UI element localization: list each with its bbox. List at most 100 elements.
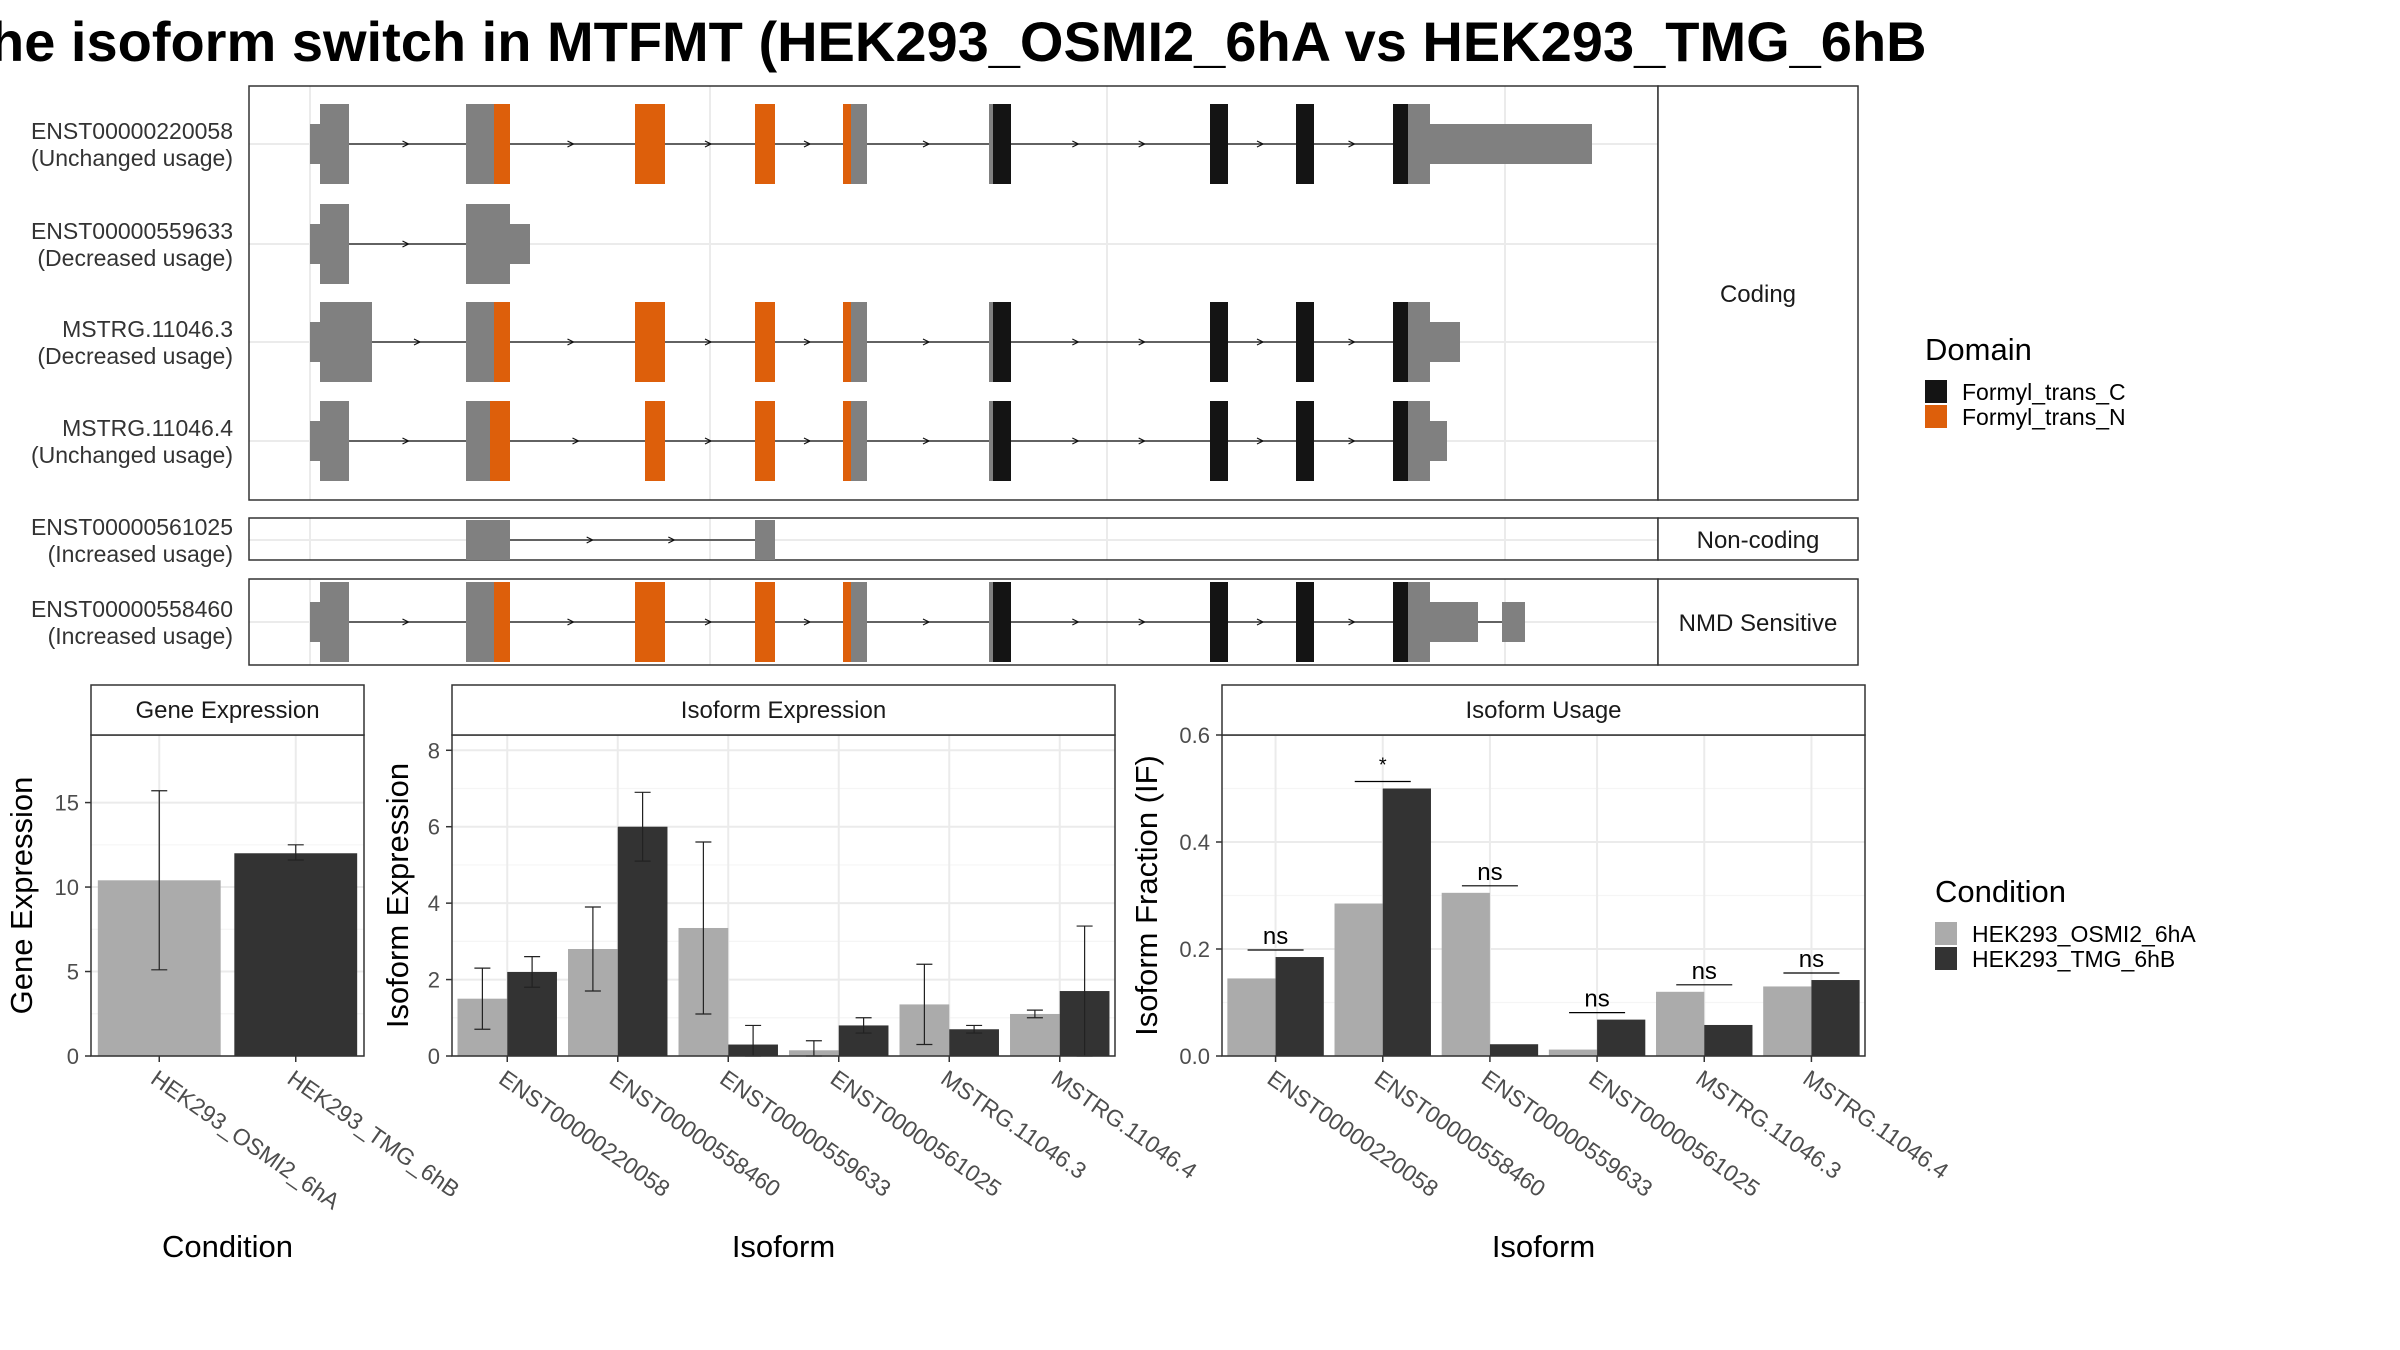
- exon-block: [466, 302, 494, 382]
- exon-block: [466, 204, 510, 284]
- isoform-usage-label: (Increased usage): [48, 623, 233, 649]
- strand-arrow: [1256, 338, 1265, 346]
- strand-arrow: [567, 338, 575, 346]
- exon-block: [310, 421, 320, 461]
- y-tick-label: 5: [67, 960, 79, 985]
- strip-box: [1221, 684, 1866, 736]
- strand-arrow: [803, 338, 812, 346]
- exon-block: [1408, 582, 1430, 662]
- strand-arrow: [1138, 140, 1147, 148]
- panel-strip-label: Isoform Usage: [1465, 697, 1621, 724]
- bar: [1656, 991, 1705, 1056]
- strand-arrow: [1138, 437, 1147, 445]
- panel-strip-label: Non-coding: [1697, 527, 1820, 554]
- exon-block: [466, 520, 510, 560]
- strand-arrow: [1348, 338, 1356, 346]
- exon-block: [989, 302, 993, 382]
- strand-arrow: [567, 618, 575, 626]
- isoform-id-label: MSTRG.11046.3: [62, 316, 233, 342]
- strand-arrow: [1348, 437, 1356, 445]
- y-tick-label: 15: [55, 791, 79, 816]
- exon-block: [851, 302, 867, 382]
- exon-block: [755, 302, 775, 382]
- y-tick-label: 10: [55, 875, 79, 900]
- exon-block: [1408, 302, 1430, 382]
- legend-title: Domain: [1925, 332, 2032, 367]
- strand-arrow: [572, 437, 580, 445]
- exon-block: [320, 204, 349, 284]
- strand-arrow: [922, 140, 931, 148]
- y-tick-label: 8: [428, 738, 440, 763]
- bar: [1010, 1013, 1060, 1056]
- strand-arrow: [567, 140, 575, 148]
- bar: [1382, 788, 1431, 1056]
- exon-block: [1430, 421, 1447, 461]
- exon-block: [1393, 401, 1408, 481]
- strand-arrow: [922, 338, 931, 346]
- strand-arrow: [803, 140, 812, 148]
- bar: [1275, 957, 1324, 1056]
- exon-block: [1210, 582, 1228, 662]
- exon-block: [993, 104, 1011, 184]
- exon-block: [1430, 322, 1460, 362]
- significance-label: ns: [1799, 946, 1824, 973]
- page-title: he isoform switch in MTFMT (HEK293_OSMI2…: [0, 10, 1927, 73]
- bar: [1704, 1024, 1753, 1056]
- strand-arrow: [803, 437, 812, 445]
- bar: [1811, 980, 1860, 1056]
- isoform-usage-label: (Unchanged usage): [31, 442, 233, 468]
- isoform-id-label: ENST00000561025: [31, 514, 233, 540]
- bar: [1489, 1044, 1539, 1056]
- strand-arrow: [668, 536, 676, 544]
- x-axis-title: Condition: [162, 1229, 293, 1264]
- exon-block: [989, 401, 993, 481]
- strand-arrow: [1138, 338, 1147, 346]
- exon-block: [993, 582, 1011, 662]
- bar: [1597, 1019, 1646, 1056]
- exon-block: [466, 582, 494, 662]
- isoform-id-label: ENST00000559633: [31, 218, 233, 244]
- exon-block: [635, 104, 665, 184]
- strand-arrow: [704, 437, 713, 445]
- exon-block: [320, 302, 372, 382]
- exon-block: [1408, 401, 1430, 481]
- exon-block: [843, 401, 851, 481]
- legend-swatch: [1925, 380, 1947, 403]
- exon-block: [1210, 302, 1228, 382]
- x-tick-label: ENST00000220058: [1263, 1065, 1443, 1202]
- bar: [617, 826, 668, 1056]
- x-tick-label: ENST00000558460: [1370, 1065, 1550, 1202]
- exon-block: [310, 602, 320, 642]
- legend-entry-label: Formyl_trans_C: [1962, 379, 2126, 405]
- y-axis-title: Isoform Expression: [380, 763, 415, 1028]
- legend-swatch: [1935, 947, 1957, 970]
- exon-block: [1296, 302, 1314, 382]
- exon-block: [1393, 104, 1408, 184]
- strip-box: [90, 684, 365, 736]
- bar: [949, 1029, 999, 1056]
- y-tick-label: 2: [428, 968, 440, 993]
- isoform-usage-label: (Decreased usage): [37, 343, 233, 369]
- significance-label: ns: [1477, 859, 1502, 886]
- y-tick-label: 0: [67, 1044, 79, 1069]
- y-tick-label: 0.6: [1179, 723, 1210, 748]
- exon-block: [635, 302, 665, 382]
- exon-block: [310, 322, 320, 362]
- strand-arrow: [922, 618, 931, 626]
- strand-arrow: [1072, 338, 1080, 346]
- exon-block: [989, 582, 993, 662]
- exon-block: [843, 302, 851, 382]
- isoform-usage-label: (Unchanged usage): [31, 145, 233, 171]
- strand-arrow: [1256, 140, 1265, 148]
- exon-block: [1296, 104, 1314, 184]
- exon-block: [494, 582, 510, 662]
- y-tick-label: 6: [428, 815, 440, 840]
- y-tick-label: 4: [428, 891, 440, 916]
- exon-block: [310, 124, 320, 164]
- strand-arrow: [402, 240, 410, 248]
- exon-block: [851, 401, 867, 481]
- exon-block: [1408, 104, 1430, 184]
- bar: [1763, 986, 1812, 1056]
- isoform-id-label: ENST00000558460: [31, 596, 233, 622]
